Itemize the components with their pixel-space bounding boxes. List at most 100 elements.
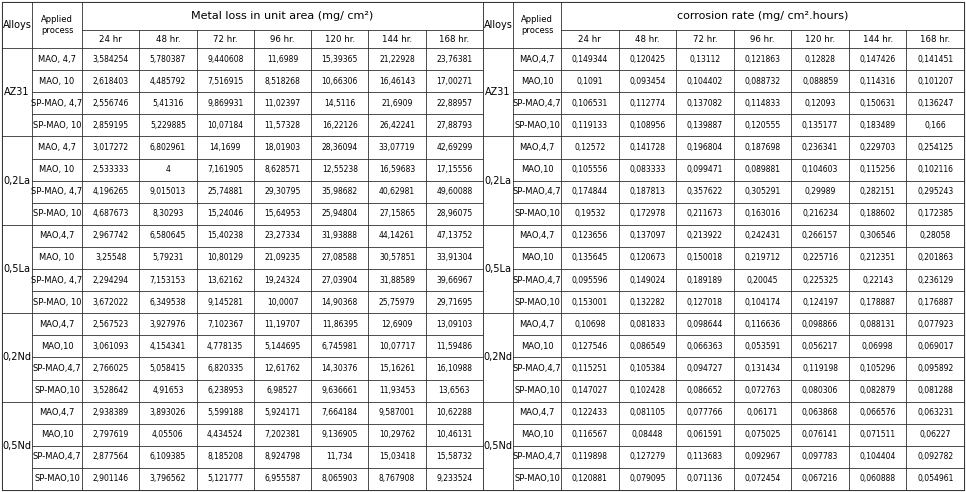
Bar bbox=[311, 136, 368, 158]
Text: 0,122433: 0,122433 bbox=[572, 408, 608, 417]
Text: 0,135645: 0,135645 bbox=[572, 253, 608, 262]
Bar bbox=[906, 136, 964, 158]
Bar bbox=[561, 401, 618, 424]
Bar bbox=[791, 225, 849, 247]
Bar bbox=[254, 357, 311, 379]
Text: 0,150631: 0,150631 bbox=[860, 99, 895, 108]
Text: 10,07717: 10,07717 bbox=[379, 342, 415, 351]
Text: 0,2La: 0,2La bbox=[485, 176, 512, 185]
Bar bbox=[139, 92, 196, 114]
Bar bbox=[906, 70, 964, 92]
Bar bbox=[254, 313, 311, 336]
Text: 6,955587: 6,955587 bbox=[265, 474, 300, 484]
Bar bbox=[196, 225, 254, 247]
Text: 49,60088: 49,60088 bbox=[437, 187, 472, 196]
Text: 3,796562: 3,796562 bbox=[150, 474, 186, 484]
Bar bbox=[676, 313, 734, 336]
Text: 8,185208: 8,185208 bbox=[208, 452, 243, 461]
Bar bbox=[254, 291, 311, 313]
Text: 0,075025: 0,075025 bbox=[745, 430, 781, 439]
Text: 0,357622: 0,357622 bbox=[687, 187, 724, 196]
Text: 0,072454: 0,072454 bbox=[745, 474, 781, 484]
Text: 10,46131: 10,46131 bbox=[437, 430, 472, 439]
Bar bbox=[791, 357, 849, 379]
Bar bbox=[791, 114, 849, 136]
Bar bbox=[368, 468, 426, 490]
Bar bbox=[82, 336, 139, 357]
Bar bbox=[139, 70, 196, 92]
Text: 0,2Nd: 0,2Nd bbox=[3, 352, 32, 363]
Text: 0,136247: 0,136247 bbox=[917, 99, 953, 108]
Bar bbox=[139, 181, 196, 203]
Bar bbox=[513, 225, 561, 247]
Bar bbox=[483, 313, 513, 401]
Text: 0,127018: 0,127018 bbox=[687, 298, 723, 307]
Bar bbox=[561, 225, 618, 247]
Text: 0,139887: 0,139887 bbox=[687, 121, 723, 130]
Bar bbox=[82, 48, 139, 70]
Bar bbox=[32, 114, 82, 136]
Text: 5,924171: 5,924171 bbox=[265, 408, 300, 417]
Text: 4,687673: 4,687673 bbox=[93, 209, 128, 218]
Text: 0,097783: 0,097783 bbox=[802, 452, 838, 461]
Bar bbox=[139, 336, 196, 357]
Text: 0,254125: 0,254125 bbox=[917, 143, 953, 152]
Bar bbox=[483, 225, 513, 313]
Bar bbox=[561, 30, 618, 48]
Text: 120 hr.: 120 hr. bbox=[325, 34, 355, 43]
Bar bbox=[82, 136, 139, 158]
Bar bbox=[32, 379, 82, 401]
Bar bbox=[254, 92, 311, 114]
Text: 27,88793: 27,88793 bbox=[437, 121, 472, 130]
Text: 0,105556: 0,105556 bbox=[572, 165, 608, 174]
Bar bbox=[849, 48, 906, 70]
Text: MAO,4,7: MAO,4,7 bbox=[520, 55, 554, 63]
Bar bbox=[254, 30, 311, 48]
Text: 7,664184: 7,664184 bbox=[322, 408, 358, 417]
Text: MAO,4,7: MAO,4,7 bbox=[520, 320, 554, 329]
Bar bbox=[483, 2, 513, 48]
Text: 0,123656: 0,123656 bbox=[572, 231, 608, 241]
Bar bbox=[196, 247, 254, 269]
Bar bbox=[426, 313, 483, 336]
Text: 0,088732: 0,088732 bbox=[745, 77, 781, 86]
Bar bbox=[791, 203, 849, 225]
Text: 8,628571: 8,628571 bbox=[265, 165, 300, 174]
Bar bbox=[676, 48, 734, 70]
Bar bbox=[618, 181, 676, 203]
Text: 0,067216: 0,067216 bbox=[802, 474, 838, 484]
Bar bbox=[32, 313, 82, 336]
Bar bbox=[254, 225, 311, 247]
Text: 0,092782: 0,092782 bbox=[917, 452, 953, 461]
Text: 29,30795: 29,30795 bbox=[265, 187, 300, 196]
Text: 168 hr.: 168 hr. bbox=[440, 34, 469, 43]
Text: 16,46143: 16,46143 bbox=[379, 77, 415, 86]
Text: 96 hr.: 96 hr. bbox=[270, 34, 295, 43]
Bar bbox=[139, 357, 196, 379]
Text: 17,00271: 17,00271 bbox=[437, 77, 472, 86]
Text: 168 hr.: 168 hr. bbox=[921, 34, 951, 43]
Text: SP-MAO,10: SP-MAO,10 bbox=[514, 386, 560, 395]
Bar bbox=[513, 336, 561, 357]
Text: 0,116636: 0,116636 bbox=[745, 320, 781, 329]
Bar bbox=[311, 181, 368, 203]
Text: 9,233524: 9,233524 bbox=[437, 474, 472, 484]
Bar bbox=[2, 48, 32, 136]
Text: 0,069017: 0,069017 bbox=[917, 342, 953, 351]
Text: 0,113683: 0,113683 bbox=[687, 452, 723, 461]
Text: Alloys: Alloys bbox=[484, 20, 512, 30]
Bar bbox=[513, 313, 561, 336]
Text: 0,127279: 0,127279 bbox=[629, 452, 666, 461]
Bar bbox=[254, 158, 311, 181]
Bar bbox=[618, 336, 676, 357]
Text: 0,063231: 0,063231 bbox=[917, 408, 953, 417]
Text: 11,02397: 11,02397 bbox=[265, 99, 300, 108]
Bar bbox=[2, 225, 32, 313]
Bar bbox=[82, 70, 139, 92]
Text: 0,077923: 0,077923 bbox=[917, 320, 953, 329]
Text: 0,063868: 0,063868 bbox=[802, 408, 838, 417]
Text: SP-MAO,10: SP-MAO,10 bbox=[514, 298, 560, 307]
Bar bbox=[513, 269, 561, 291]
Text: 0,061591: 0,061591 bbox=[687, 430, 724, 439]
Bar bbox=[849, 401, 906, 424]
